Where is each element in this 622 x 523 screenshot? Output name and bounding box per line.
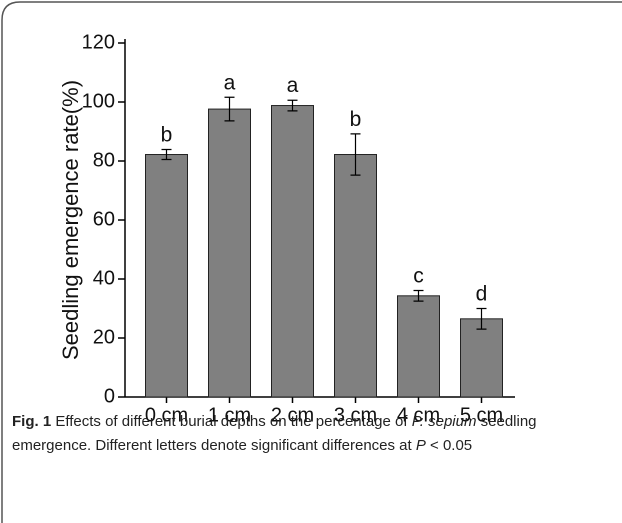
bar	[208, 108, 251, 398]
y-tick-label: 80	[93, 149, 115, 171]
error-bar	[224, 96, 235, 122]
caption-text: < 0.05	[425, 437, 473, 454]
caption-text: P	[415, 437, 426, 454]
bar	[145, 154, 188, 398]
x-tick-label: 2 cm	[271, 404, 314, 426]
error-bar	[476, 307, 487, 330]
caption-text: seedling emergence. Different letters de…	[12, 413, 537, 454]
x-tick-label: 5 cm	[460, 404, 503, 426]
bar	[397, 295, 440, 398]
significance-letter: d	[476, 283, 488, 306]
x-tick-label: 0 cm	[145, 404, 188, 426]
bar	[460, 318, 503, 398]
y-tick-label: 20	[93, 326, 115, 348]
error-bar	[161, 148, 172, 161]
caption-label: Fig. 1	[12, 413, 52, 430]
error-bar	[413, 289, 424, 302]
significance-letter: b	[350, 108, 362, 131]
significance-letter: b	[161, 123, 173, 146]
y-tick-label: 0	[104, 385, 115, 407]
bar	[271, 105, 314, 398]
x-tick-label: 3 cm	[334, 404, 377, 426]
error-bar	[287, 99, 298, 112]
y-tick-label: 40	[93, 267, 115, 289]
bar	[334, 154, 377, 398]
significance-letter: a	[224, 71, 236, 94]
error-bar	[350, 133, 361, 176]
caption: Fig. 1 Effects of different burial depth…	[12, 410, 602, 458]
significance-letter: a	[287, 74, 299, 97]
x-tick-label: 1 cm	[208, 404, 251, 426]
y-axis-label: Seedling emergence rate(%)	[58, 80, 83, 360]
significance-letter: c	[413, 265, 424, 288]
caption-text: P. sepium	[411, 413, 477, 430]
x-tick-label: 4 cm	[397, 404, 440, 426]
y-tick-label: 120	[82, 31, 115, 53]
y-tick-label: 100	[82, 90, 115, 112]
y-tick-label: 60	[93, 208, 115, 230]
caption-text: Effects of different burial depths on th…	[51, 413, 412, 430]
